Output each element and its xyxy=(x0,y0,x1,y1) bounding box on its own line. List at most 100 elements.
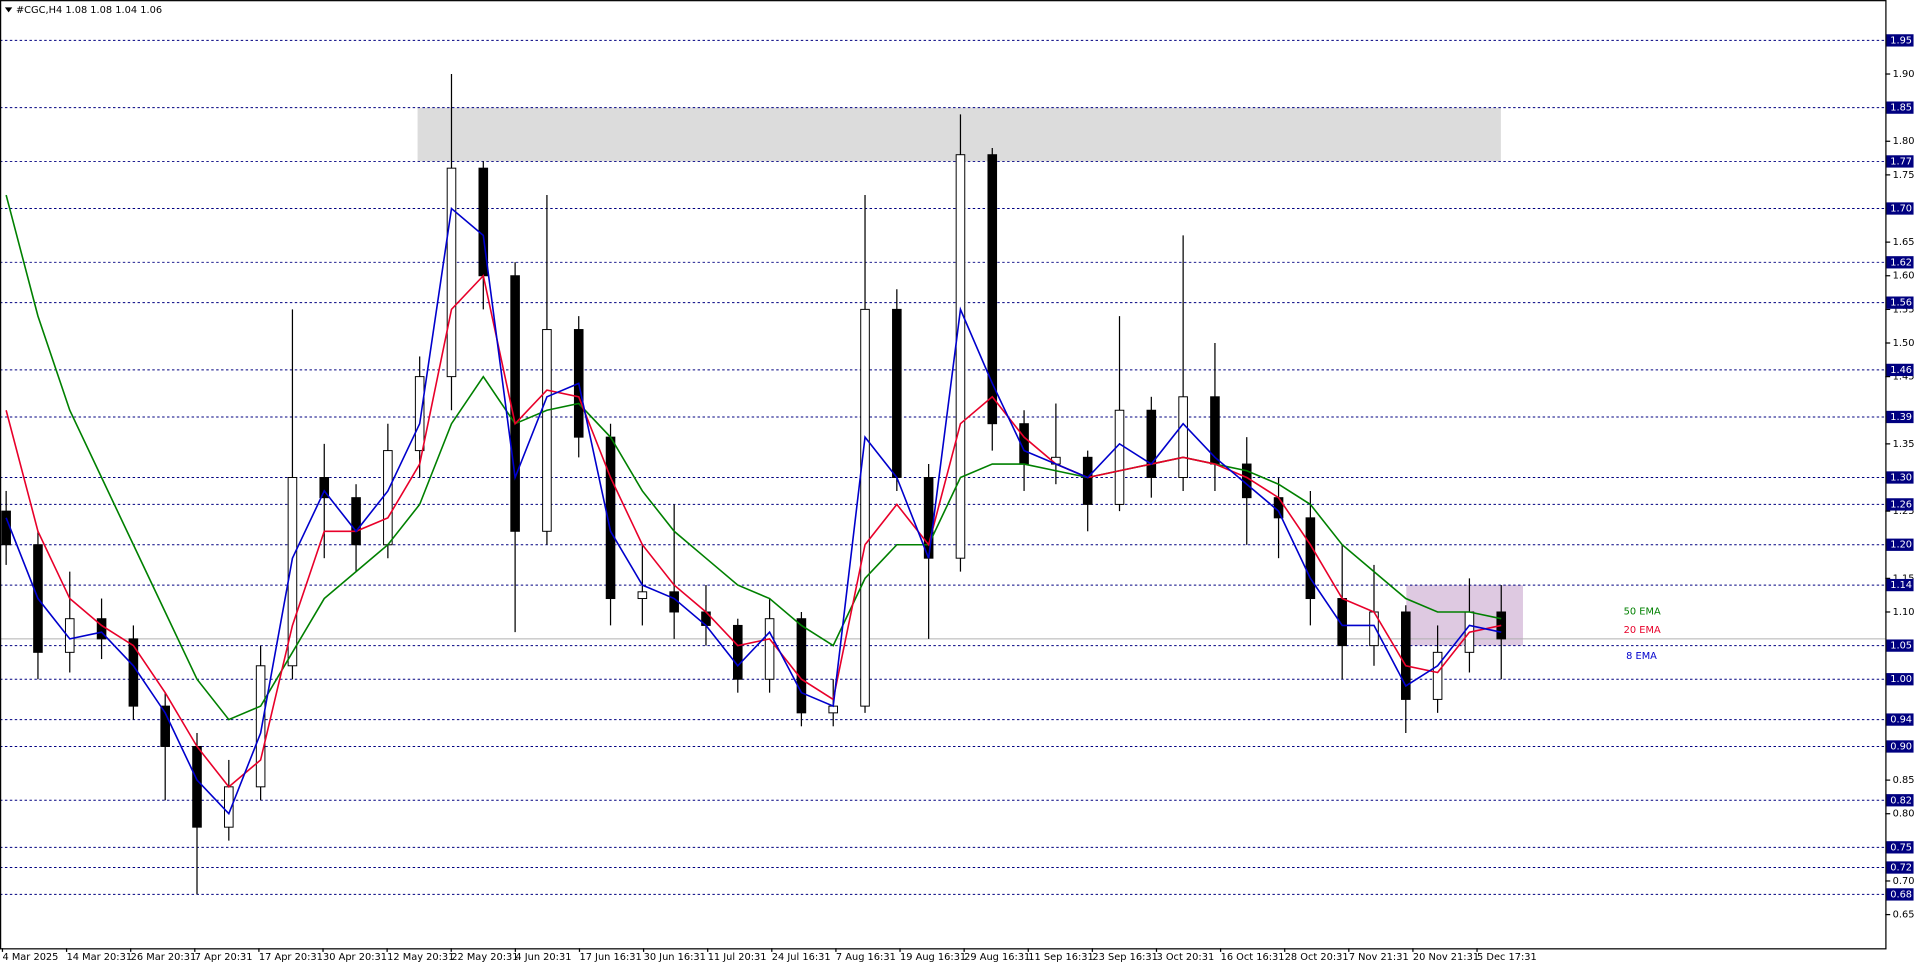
candle-body xyxy=(64,618,75,653)
y-tick-label: 1.15 xyxy=(1893,573,1915,584)
candle-body xyxy=(1114,409,1125,505)
level-label: 1.30 xyxy=(1890,472,1912,483)
y-tick-label: 0.70 xyxy=(1893,876,1915,887)
x-tick-label: 4 Jun 20:31 xyxy=(515,952,571,963)
level-label: 0.90 xyxy=(1890,741,1912,752)
x-tick-label: 5 Dec 17:31 xyxy=(1477,952,1537,963)
zone xyxy=(417,107,1501,162)
level-label: 1.85 xyxy=(1890,103,1912,114)
x-tick-label: 30 Apr 20:31 xyxy=(323,952,387,963)
level-label: 0.94 xyxy=(1890,715,1912,726)
level-label-box xyxy=(1886,410,1914,424)
candle-body xyxy=(860,308,870,707)
level-label: 1.05 xyxy=(1890,641,1912,652)
level-label-box xyxy=(1886,538,1914,551)
candle-body xyxy=(987,154,998,425)
y-tick-label: 0.65 xyxy=(1893,910,1915,921)
level-label: 1.00 xyxy=(1890,674,1912,685)
menu-triangle xyxy=(4,7,13,13)
candle-body xyxy=(192,745,202,828)
x-tick-label: 20 Nov 21:31 xyxy=(1413,952,1479,963)
level-label-box xyxy=(1886,256,1914,269)
ema-line xyxy=(5,194,1502,721)
level-label: 1.62 xyxy=(1890,257,1912,268)
candle-body xyxy=(1305,517,1316,600)
level-label-box xyxy=(1886,673,1914,686)
level-label-box xyxy=(1886,888,1914,901)
level-label-box xyxy=(1886,740,1914,753)
candle-body xyxy=(1146,409,1157,478)
candle-body xyxy=(828,705,839,714)
x-tick-label: 24 Jul 16:31 xyxy=(772,952,831,963)
candle-body xyxy=(732,624,743,680)
candle-body xyxy=(542,329,552,532)
y-tick-label: 1.45 xyxy=(1893,372,1915,383)
level-label: 0.68 xyxy=(1890,889,1912,900)
y-tick-label: 1.10 xyxy=(1893,607,1915,618)
level-label: 0.82 xyxy=(1890,795,1912,806)
x-tick-label: 14 Mar 20:31 xyxy=(67,952,133,963)
level-label-box xyxy=(1886,861,1914,874)
candle-body xyxy=(1432,651,1443,700)
legend-label: 50 EMA xyxy=(1624,607,1661,618)
ema-line xyxy=(5,274,1502,788)
x-tick-label: 23 Sep 16:31 xyxy=(1092,952,1157,963)
x-tick-label: 19 Aug 16:31 xyxy=(900,952,966,963)
level-label-box xyxy=(1886,498,1914,511)
y-tick-label: 1.75 xyxy=(1893,170,1915,181)
x-tick-label: 4 Mar 2025 xyxy=(2,952,58,963)
x-tick-label: 7 Apr 20:31 xyxy=(195,952,253,963)
candle-body xyxy=(383,450,393,546)
candle-body xyxy=(510,275,520,532)
level-label: 1.77 xyxy=(1890,156,1912,167)
level-label-box xyxy=(1886,713,1914,726)
x-tick-label: 22 May 20:31 xyxy=(451,952,518,963)
x-tick-label: 11 Sep 16:31 xyxy=(1028,952,1094,963)
candle-body xyxy=(1178,396,1188,478)
ema-line xyxy=(5,206,1502,816)
y-tick-label: 1.60 xyxy=(1893,271,1915,282)
level-label-box xyxy=(1886,202,1914,215)
candle-body xyxy=(414,376,425,452)
x-tick-label: 29 Aug 16:31 xyxy=(964,952,1030,963)
level-label-box xyxy=(1886,471,1914,484)
x-tick-label: 11 Jul 20:31 xyxy=(708,952,767,963)
legend-label: 8 EMA xyxy=(1626,651,1657,662)
candle-body xyxy=(351,497,361,546)
level-label-box xyxy=(1886,34,1914,47)
chart-title: #CGC,H4 1.08 1.08 1.04 1.06 xyxy=(16,5,162,16)
candle-body xyxy=(923,477,934,559)
y-tick-label: 1.25 xyxy=(1893,506,1915,517)
y-tick-label: 0.85 xyxy=(1893,775,1915,786)
candle-body xyxy=(1401,611,1411,700)
y-tick-label: 1.65 xyxy=(1893,237,1915,248)
level-label: 1.70 xyxy=(1890,204,1912,215)
candle-body xyxy=(255,665,266,788)
level-label-box xyxy=(1886,101,1914,114)
level-label-box xyxy=(1886,363,1914,377)
candle-body xyxy=(764,618,775,680)
level-label: 1.14 xyxy=(1890,580,1912,591)
level-label-box xyxy=(1886,639,1914,652)
y-tick-label: 1.35 xyxy=(1893,439,1915,450)
level-label-box xyxy=(1886,578,1914,592)
candle-body xyxy=(1082,456,1093,505)
x-tick-label: 7 Aug 16:31 xyxy=(836,952,896,963)
candle-body xyxy=(796,618,807,714)
level-label-box xyxy=(1886,841,1914,854)
y-tick-label: 1.90 xyxy=(1893,69,1915,80)
plot-frame xyxy=(0,0,1887,950)
candle-body xyxy=(319,477,330,499)
candle-body xyxy=(287,477,298,667)
level-label-box xyxy=(1886,296,1914,309)
y-tick-label: 1.50 xyxy=(1893,338,1915,349)
level-label: 1.46 xyxy=(1890,365,1912,376)
y-tick-label: 1.55 xyxy=(1893,304,1915,315)
level-label: 0.72 xyxy=(1890,863,1912,874)
candle-body xyxy=(446,167,457,378)
candle-body xyxy=(1,510,11,546)
x-tick-label: 7 Nov 21:31 xyxy=(1349,952,1409,963)
x-tick-label: 12 May 20:31 xyxy=(387,952,454,963)
level-label: 1.20 xyxy=(1890,540,1912,551)
